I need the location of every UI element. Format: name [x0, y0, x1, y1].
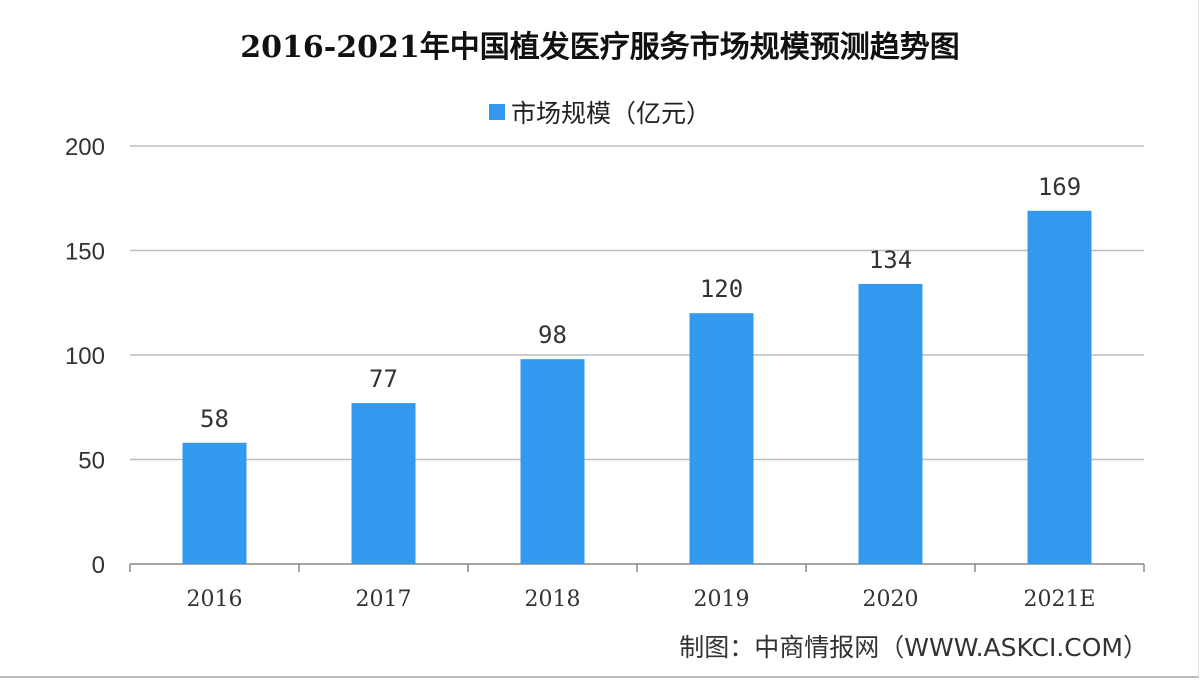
- bar-2019: [689, 313, 754, 564]
- data-label: 58: [200, 405, 229, 433]
- y-tick-label: 0: [92, 552, 105, 579]
- x-tick-label: 2017: [356, 587, 412, 612]
- legend-label: 市场规模（亿元）: [510, 99, 711, 128]
- data-label: 77: [369, 365, 398, 393]
- x-tick-label: 2019: [694, 587, 750, 612]
- x-tick-label: 2021E: [1023, 587, 1095, 612]
- data-label: 169: [1038, 173, 1081, 201]
- x-tick-label: 2016: [187, 587, 243, 612]
- y-tick-label: 150: [65, 239, 105, 266]
- x-tick-label: 2018: [525, 587, 581, 612]
- legend: 市场规模（亿元）: [0, 94, 1200, 130]
- bar-2016: [182, 442, 247, 564]
- y-tick-label: 100: [65, 343, 105, 370]
- y-tick-label: 200: [65, 134, 105, 161]
- source-note: 制图：中商情报网（WWW.ASKCI.COM）: [679, 633, 1148, 662]
- data-label: 134: [869, 246, 912, 274]
- y-tick-label: 50: [78, 448, 105, 475]
- data-label: 98: [538, 321, 567, 349]
- bar-2021E: [1027, 210, 1092, 565]
- bar-2017: [351, 403, 416, 564]
- bar-2020: [858, 283, 923, 564]
- bar-2018: [520, 359, 585, 564]
- data-label: 120: [700, 275, 743, 303]
- x-tick-label: 2020: [863, 587, 919, 612]
- legend-swatch: [488, 104, 505, 120]
- chart-title: 2016-2021年中国植发医疗服务市场规模预测趋势图: [240, 30, 960, 65]
